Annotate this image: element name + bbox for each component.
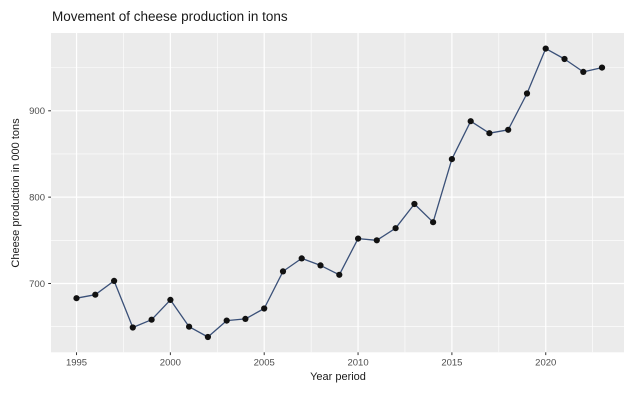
x-tick-label: 2005 (254, 357, 275, 368)
data-point (242, 315, 249, 322)
data-point (561, 55, 568, 63)
data-point (373, 237, 380, 244)
data-point (598, 64, 606, 71)
data-point (129, 324, 136, 331)
x-tick-label: 1995 (66, 357, 87, 368)
y-tick-label: 700 (29, 279, 45, 290)
data-point (317, 262, 324, 269)
chart-title: Movement of cheese production in tons (52, 9, 288, 24)
data-point (223, 317, 230, 324)
data-point (279, 268, 287, 275)
data-point (167, 296, 174, 303)
data-point (336, 271, 343, 278)
x-axis-title: Year period (310, 371, 366, 383)
y-tick-label: 800 (29, 193, 45, 204)
data-point (298, 255, 305, 262)
data-point (392, 225, 399, 232)
data-point (186, 323, 193, 330)
x-tick-label: 2020 (535, 357, 556, 368)
data-point (111, 277, 118, 284)
data-point (448, 156, 455, 163)
data-point (486, 130, 493, 137)
plot-panel (51, 33, 624, 353)
data-point (430, 219, 437, 226)
data-point (411, 200, 418, 208)
x-tick-label: 2000 (160, 357, 181, 368)
x-tick-label: 2015 (441, 357, 462, 368)
y-axis-title: Cheese production in 000 tons (10, 118, 22, 268)
data-point (523, 90, 531, 97)
data-point (505, 126, 512, 133)
data-point (580, 68, 587, 75)
x-tick-label: 2010 (347, 357, 368, 368)
data-point (467, 118, 474, 125)
data-point (148, 316, 155, 323)
data-point (73, 295, 80, 302)
data-point (204, 333, 211, 341)
data-point (542, 45, 549, 52)
data-point (261, 305, 268, 312)
data-point (92, 291, 99, 298)
y-tick-label: 900 (29, 106, 45, 117)
data-point (355, 235, 362, 242)
